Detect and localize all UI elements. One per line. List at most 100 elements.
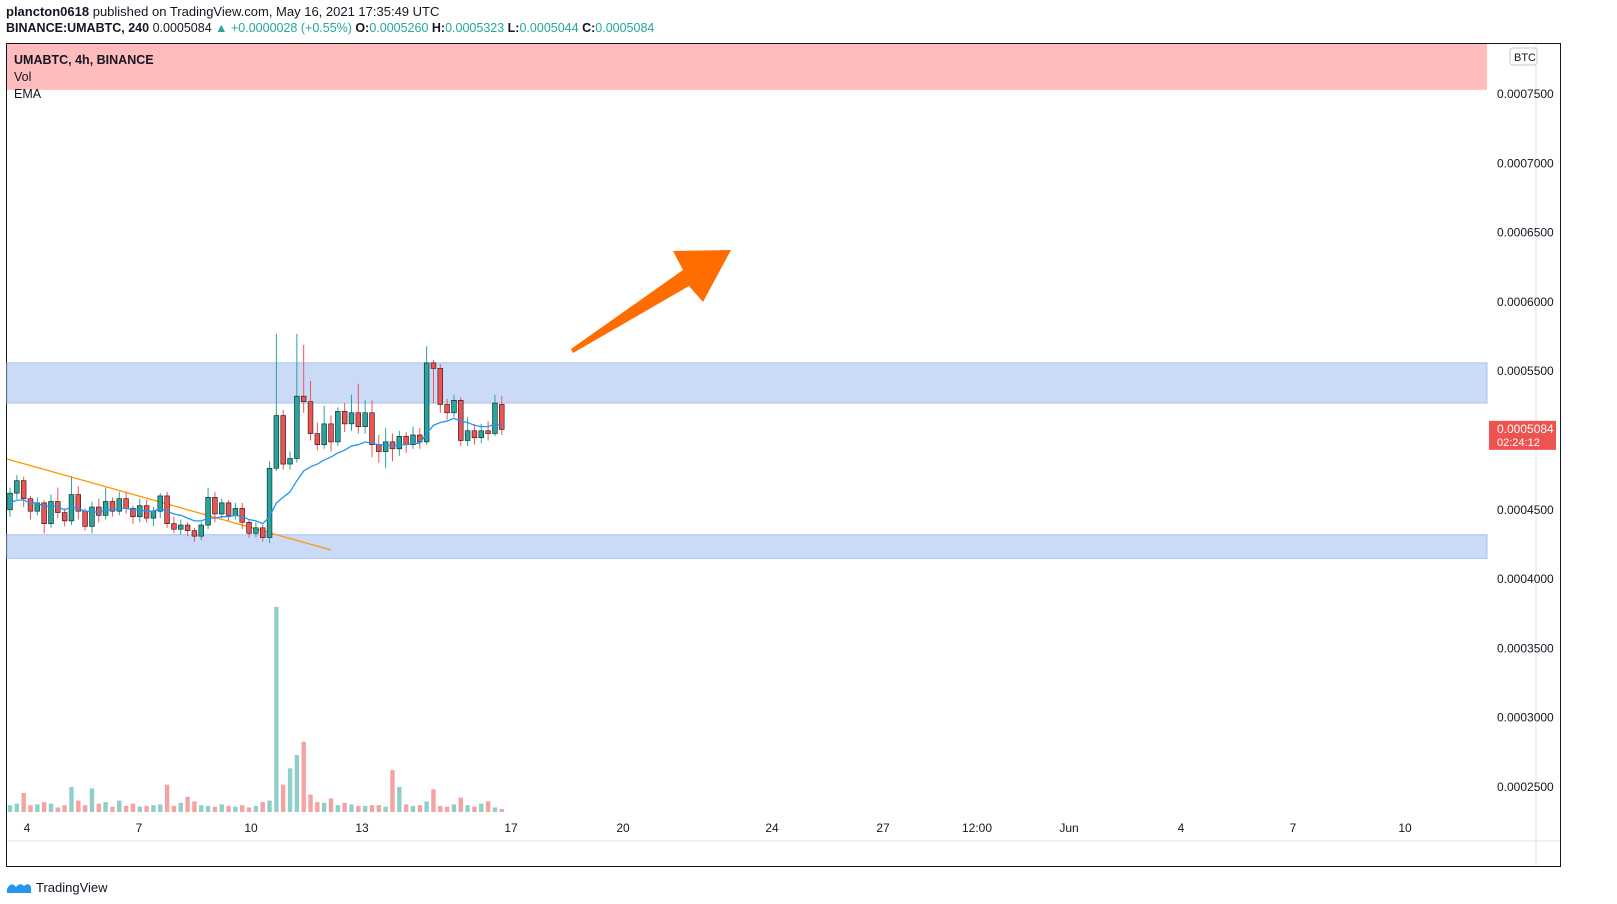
price-axis[interactable]: 0.0007500 0.0007000 0.0006500 0.0006000 0.00… (1497, 87, 1554, 794)
candle-body (232, 508, 239, 516)
resistance-zone-red (7, 44, 1487, 90)
candle-body (287, 458, 293, 465)
high-label: H: (431, 21, 446, 35)
volume-bar (48, 803, 54, 812)
candle-body (123, 498, 129, 509)
volume-bar (417, 805, 422, 812)
volume-bar (151, 805, 156, 812)
candle-body (164, 495, 170, 524)
candle-body (321, 423, 327, 445)
time-tick-label: Jun (1059, 821, 1078, 835)
author-name[interactable]: plancton0618 (6, 4, 90, 19)
volume-bar (397, 786, 402, 812)
volume-bar (240, 805, 245, 812)
time-tick-label: 12:00 (962, 821, 992, 835)
candle-body (96, 506, 102, 516)
time-axis[interactable]: 4 7 10 13 17 20 24 27 12:00 Jun 4 7 10 (24, 821, 1412, 835)
volume-bar (123, 805, 129, 812)
candle-body (178, 524, 184, 530)
volume-bar (130, 803, 136, 812)
candle-body (451, 400, 457, 414)
tradingview-logo-icon (7, 884, 31, 893)
volume-bar (376, 805, 382, 812)
candle-body (205, 497, 211, 526)
candle-body (246, 521, 252, 534)
last-price: 0.0005084 (152, 21, 212, 35)
volume-bar (14, 803, 20, 812)
volume-bar (390, 770, 395, 812)
candle-body (219, 502, 225, 515)
time-tick-label: 10 (244, 821, 258, 835)
candle-body (143, 505, 150, 519)
candle-body (396, 436, 403, 450)
candle-body (130, 508, 136, 518)
candle-body (266, 467, 273, 538)
volume-bar (369, 805, 375, 812)
volume-bar (158, 804, 163, 812)
candle-body (376, 444, 382, 452)
volume-bar (438, 805, 443, 812)
candle-body (280, 415, 286, 465)
candle-body (362, 412, 368, 427)
candle-body (403, 436, 409, 445)
candle-body (14, 480, 20, 494)
candle-body (20, 480, 27, 500)
candle-body (348, 412, 355, 425)
candle-body (102, 501, 109, 516)
volume-bar (144, 805, 149, 812)
volume-bar (62, 805, 67, 812)
high-value: 0.0005323 (445, 21, 505, 35)
legend-ema[interactable]: EMA (14, 87, 42, 101)
candle-body (499, 404, 505, 430)
volume-bar (212, 806, 218, 812)
close-value: 0.0005084 (595, 21, 655, 35)
candle-body (198, 524, 204, 537)
volume-bar (178, 802, 183, 812)
candle-body (212, 497, 218, 515)
candle-body (150, 510, 157, 519)
last-price-label: 0.0005084 (1497, 422, 1554, 436)
volume-bar (301, 741, 306, 812)
volume-bar (233, 806, 238, 812)
volume-bar (342, 802, 347, 812)
candle-body (239, 508, 245, 523)
price-tick-label: 0.0002500 (1497, 780, 1554, 794)
candle-body (48, 501, 54, 524)
volume-bar (294, 755, 300, 812)
volume-bar (164, 784, 170, 812)
price-tick-label: 0.0006000 (1497, 295, 1554, 309)
legend-vol[interactable]: Vol (14, 70, 32, 84)
volume-bar (205, 805, 211, 812)
volume-bar (96, 803, 101, 812)
candle-body (89, 506, 95, 527)
volume-bar (76, 800, 81, 812)
candle-body (260, 527, 266, 538)
volume-bar (253, 805, 259, 812)
volume-bar (41, 802, 47, 812)
volume-bar (492, 807, 498, 812)
legend-title[interactable]: UMABTC, 4h, BINANCE (14, 53, 154, 67)
volume-bar (465, 805, 470, 812)
ema-line (9, 417, 502, 525)
tradingview-footer[interactable]: TradingView (6, 879, 108, 895)
volume-bar (410, 805, 416, 812)
volume-bar (499, 808, 504, 812)
candle-body (417, 434, 423, 443)
volume-bar (308, 794, 313, 812)
candle-body (109, 501, 116, 512)
zone-blue-lower (6, 534, 1488, 559)
candle-body (61, 512, 68, 522)
up-triangle-icon: ▲ (215, 21, 228, 35)
candle-body (464, 430, 471, 441)
published-text: published on TradingView.com, May 16, 20… (92, 4, 440, 19)
chart-frame (6, 43, 1561, 867)
countdown-label: 02:24:12 (1497, 437, 1540, 449)
candle-body (157, 495, 163, 512)
candle-body (41, 502, 47, 524)
volume-bar (472, 806, 477, 812)
candle-body (191, 530, 198, 537)
publisher-line: plancton0618 published on TradingView.co… (6, 4, 439, 19)
volume-bar (274, 606, 279, 812)
candle-body (430, 362, 437, 369)
